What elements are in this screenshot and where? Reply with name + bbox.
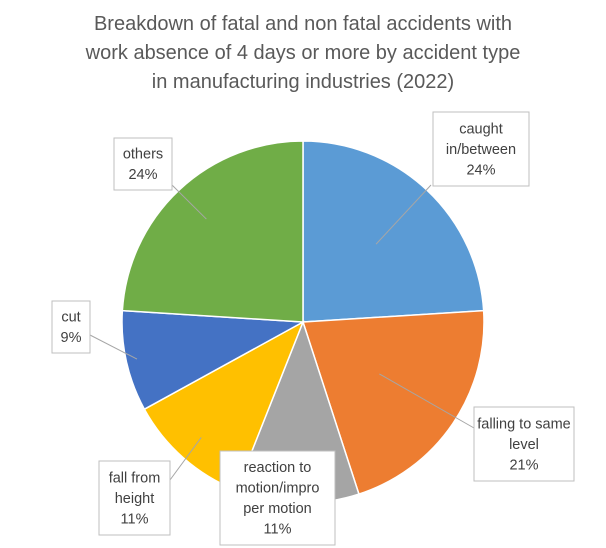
data-label-value: 11% [121,511,149,527]
chart-title: Breakdown of fatal and non fatal acciden… [85,13,521,93]
data-label-value: 24% [466,162,495,178]
data-label-value: 11% [264,522,292,538]
data-label-box [113,137,173,191]
data-label-1: caught in/between 24% [432,111,530,187]
data-label-category: fall from [109,470,161,486]
chart-title-line-2: work absence of 4 days or more by accide… [85,42,521,64]
data-label-box [432,111,530,187]
data-label-category: caught [459,121,503,137]
pie-slice-5 [121,309,306,411]
pie-slice-2 [301,309,485,496]
data-label-category: motion/impro [236,481,320,497]
data-label-category: height [115,491,155,507]
data-label-value: 9% [61,330,82,346]
data-label-category: in/between [446,142,516,158]
data-label-value: 21% [509,457,538,473]
data-label-category: cut [61,310,80,326]
leader-line-4 [169,437,202,481]
data-label-category: reaction to [244,460,312,476]
pie-slices [121,140,485,504]
chart-title-line-3: in manufacturing industries (2022) [152,71,454,93]
data-label-3: reaction to motion/impro per motion 11% [219,450,336,546]
data-label-category: others [123,147,163,163]
data-label-6: others 24% [113,137,173,191]
data-label-category: falling to same [477,416,571,432]
data-label-box [98,460,171,536]
leader-line-6 [171,184,207,220]
data-label-value: 24% [128,167,157,183]
data-labels: caught in/between 24% falling to same level 2… [51,111,575,546]
leader-line-5 [89,334,138,360]
leader-line-1 [375,184,432,245]
data-label-2: falling to same level 21% [473,406,575,482]
data-label-4: fall from height 11% [98,460,171,536]
data-label-category: per motion [243,501,312,517]
chart-title-line-1: Breakdown of fatal and non fatal acciden… [94,13,512,35]
data-label-box [51,300,91,354]
data-label-5: cut 9% [51,300,91,354]
leader-line-2 [379,373,475,429]
pie-slice-6 [121,140,304,323]
data-label-category: level [509,437,539,453]
data-label-box [219,450,336,546]
data-label-box [473,406,575,482]
